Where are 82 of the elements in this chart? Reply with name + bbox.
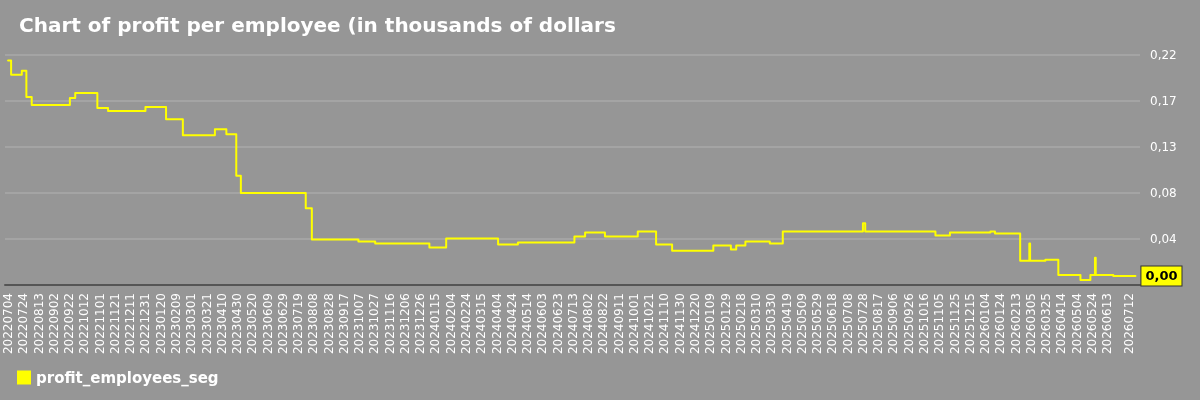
x-tick-label: 20230808 — [306, 293, 321, 355]
x-tick-label: 20231027 — [367, 293, 382, 355]
x-tick-label: 20240623 — [550, 293, 565, 355]
x-tick-label: 20250218 — [733, 293, 748, 355]
x-tick-label: 20241220 — [688, 293, 703, 355]
x-tick-label: 20240514 — [520, 293, 535, 355]
x-tick-label: 20250509 — [794, 293, 809, 355]
x-tick-label: 20231007 — [352, 293, 367, 355]
x-tick-label: 20230629 — [275, 293, 290, 355]
y-tick-label: 0,13 — [1150, 140, 1177, 154]
x-tick-label: 20231226 — [413, 293, 428, 355]
x-tick-label: 20250708 — [840, 293, 855, 355]
x-tick-label: 20241001 — [626, 293, 641, 355]
chart-title: Chart of profit per employee (in thousands of dollars — [19, 13, 616, 37]
x-tick-label: 20250728 — [855, 293, 870, 355]
x-tick-label: 20250310 — [749, 293, 764, 355]
x-tick-label: 20220902 — [46, 293, 61, 355]
x-tick-label: 20240204 — [443, 293, 458, 355]
x-tick-label: 20230917 — [336, 293, 351, 355]
x-tick-label: 20241021 — [642, 293, 657, 355]
x-tick-label: 20221012 — [77, 293, 92, 355]
y-tick-label: 0,22 — [1150, 48, 1177, 62]
x-tick-label: 20260504 — [1069, 293, 1084, 355]
x-tick-label: 20241110 — [657, 293, 672, 355]
x-tick-label: 20240802 — [581, 293, 596, 355]
x-tick-label: 20250419 — [779, 293, 794, 355]
x-tick-label: 20221121 — [107, 293, 122, 355]
x-tick-label: 20240224 — [459, 293, 474, 355]
x-tick-label: 20230609 — [260, 293, 275, 355]
x-tick-label: 20260104 — [978, 293, 993, 355]
x-tick-label: 20230321 — [199, 293, 214, 355]
x-tick-label: 20240911 — [611, 293, 626, 355]
x-tick-label: 20230828 — [321, 293, 336, 355]
x-tick-label: 20220813 — [31, 293, 46, 355]
x-tick-label: 20221211 — [123, 293, 138, 355]
x-tick-label: 20221101 — [92, 293, 107, 355]
x-tick-label: 20240822 — [596, 293, 611, 355]
x-tick-label: 20240404 — [489, 293, 504, 355]
x-tick-label: 20260124 — [993, 293, 1008, 355]
x-tick-label: 20220922 — [62, 293, 77, 355]
x-tick-label: 20250529 — [810, 293, 825, 355]
x-tick-label: 20240713 — [565, 293, 580, 355]
x-tick-label: 20220704 — [1, 293, 16, 355]
x-tick-label: 20260712 — [1122, 293, 1137, 355]
x-tick-label: 20231116 — [382, 293, 397, 355]
x-tick-label: 20240115 — [428, 293, 443, 355]
x-tick-label: 20250926 — [901, 293, 916, 355]
x-tick-label: 20230520 — [245, 293, 260, 355]
x-tick-label: 20260305 — [1023, 293, 1038, 355]
x-tick-label: 20260325 — [1039, 293, 1054, 355]
x-tick-label: 20231206 — [397, 293, 412, 355]
x-tick-label: 20230209 — [168, 293, 183, 355]
x-tick-label: 20230719 — [291, 293, 306, 355]
x-tick-label: 20250129 — [718, 293, 733, 355]
x-tick-label: 20240603 — [535, 293, 550, 355]
x-tick-label: 20251016 — [916, 293, 931, 355]
x-tick-label: 20250906 — [886, 293, 901, 355]
x-tick-label: 20251125 — [947, 293, 962, 355]
x-tick-label: 20250109 — [703, 293, 718, 355]
x-tick-label: 20230120 — [153, 293, 168, 355]
legend-label: profit_employees_seg — [36, 368, 219, 387]
x-tick-label: 20230430 — [230, 293, 245, 355]
x-tick-label: 20260414 — [1054, 293, 1069, 355]
x-tick-label: 20220724 — [16, 293, 31, 355]
data-label: 0,00 — [1145, 268, 1178, 284]
x-tick-label: 20250817 — [871, 293, 886, 355]
y-tick-label: 0,08 — [1150, 186, 1177, 200]
x-tick-label: 20230410 — [214, 293, 229, 355]
x-tick-label: 20240315 — [474, 293, 489, 355]
x-tick-label: 20240424 — [504, 293, 519, 355]
x-tick-label: 20260524 — [1084, 293, 1099, 355]
x-tick-label: 20221231 — [138, 293, 153, 355]
x-tick-label: 20230301 — [184, 293, 199, 355]
x-tick-label: 20250330 — [764, 293, 779, 355]
x-tick-label: 20251215 — [962, 293, 977, 355]
x-tick-label: 20260613 — [1100, 293, 1115, 355]
y-tick-label: 0,17 — [1150, 94, 1177, 108]
x-tick-label: 20250618 — [825, 293, 840, 355]
y-tick-label: 0,04 — [1150, 232, 1177, 246]
x-tick-label: 20260213 — [1008, 293, 1023, 355]
x-tick-label: 20241130 — [672, 293, 687, 355]
x-tick-label: 20251105 — [932, 293, 947, 355]
